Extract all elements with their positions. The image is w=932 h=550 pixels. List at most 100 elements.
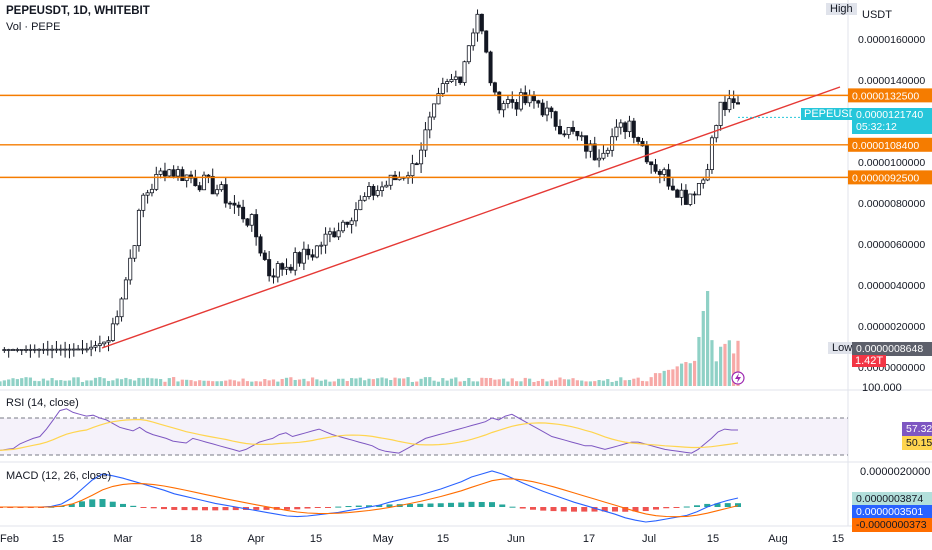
volume-bar [701, 311, 705, 386]
candle-body [171, 169, 176, 177]
price-tick-label: 0.0000040000 [858, 280, 925, 292]
volume-bar [428, 377, 432, 386]
volume-label[interactable]: Vol · PEPE [6, 21, 61, 33]
volume-bar [245, 381, 250, 386]
volume-bar [432, 380, 436, 386]
candle-body [544, 107, 549, 116]
volume-bar [541, 378, 545, 386]
volume-bar [384, 378, 388, 386]
volume-bar [415, 381, 419, 386]
candle-body [6, 349, 11, 351]
volume-bar [323, 379, 328, 386]
macd-hist-bar [191, 507, 198, 511]
candle-body [366, 186, 371, 197]
candle-body [558, 125, 563, 135]
volume-bar [623, 380, 627, 386]
symbol-title[interactable]: PEPEUSDT, 1D, WHITEBIT [6, 5, 150, 17]
macd-hist-bar [642, 507, 649, 512]
macd-hist-bar [325, 507, 331, 508]
volume-bar [211, 381, 215, 386]
volume-bar [580, 380, 584, 386]
volume-bar [488, 377, 493, 386]
volume-bar [697, 336, 701, 386]
candle-body [692, 193, 697, 196]
volume-bar [332, 381, 336, 386]
macd-title[interactable]: MACD (12, 26, close) [6, 470, 112, 482]
volume-bar [228, 379, 232, 386]
candle-body [167, 169, 172, 177]
macd-hist-bar [253, 507, 260, 510]
volume-bar [172, 377, 176, 386]
volume-bar [93, 377, 98, 386]
candle-body [136, 209, 141, 247]
volume-bar [402, 378, 406, 386]
candle-body [58, 348, 63, 351]
volume-bar [0, 381, 2, 386]
volume-bar [67, 380, 72, 386]
volume-bar [501, 378, 506, 386]
candle-body [510, 99, 515, 103]
candle-body [275, 263, 280, 278]
volume-bar [367, 378, 371, 386]
volume-bar [593, 381, 597, 386]
volume-bar [180, 379, 184, 386]
candle-body [63, 348, 68, 351]
volume-bar [276, 381, 280, 386]
macd-hist-bar [591, 507, 598, 512]
candle-body [89, 346, 94, 350]
candle-body [323, 233, 328, 246]
macd-hist-bar [140, 507, 147, 508]
volume-bar [154, 378, 158, 386]
macd-hist-bar [673, 507, 680, 508]
candle-body [653, 164, 658, 172]
volume-bar [484, 377, 488, 386]
volume-bar [24, 377, 28, 386]
volume-bar [441, 378, 445, 386]
macd-hist-bar [407, 503, 413, 507]
candle-body [601, 152, 606, 159]
volume-badge: 1.42T [852, 355, 887, 367]
volume-bar [232, 380, 237, 386]
volume-bar [419, 378, 423, 386]
macd-hist-bar [478, 502, 485, 507]
candle-body [531, 94, 536, 102]
candle-body [84, 348, 89, 351]
volume-bar [72, 377, 76, 386]
candle-body [206, 174, 211, 177]
volume-bar [519, 381, 523, 386]
candle-body [327, 231, 332, 235]
volume-bar [423, 377, 428, 386]
candle-body [623, 122, 628, 133]
volume-bar [649, 377, 653, 386]
volume-bar [258, 381, 263, 386]
macd-hist-bar [120, 503, 126, 507]
volume-bar [354, 378, 358, 386]
candle-body [97, 343, 102, 346]
volume-bar [167, 378, 171, 386]
candle-body [705, 169, 710, 181]
macd-signal-line [0, 478, 739, 518]
volume-bar [115, 378, 119, 386]
candle-body [154, 174, 159, 190]
candles [2, 9, 741, 359]
volume-bar [302, 378, 306, 386]
time-axis-label: 15 [437, 533, 449, 545]
candle-body [549, 107, 554, 113]
macd-hist-bar [530, 507, 536, 510]
last-price-value: 0.0000121740 [852, 108, 932, 122]
volume-bar [150, 378, 154, 386]
macd-hist-bar [202, 507, 208, 511]
macd-hist-bar [171, 507, 178, 510]
volume-bar [640, 380, 645, 386]
candle-body [562, 133, 567, 136]
time-axis-label: Mar [114, 533, 133, 545]
candle-body [158, 170, 163, 175]
rsi-title[interactable]: RSI (14, close) [6, 397, 79, 409]
macd-hist-bar [601, 507, 608, 512]
candle-body [193, 177, 198, 187]
time-axis-label: Aug [768, 533, 788, 545]
macd-hist-bar [468, 501, 475, 507]
candle-body [314, 245, 319, 258]
volume-bar [532, 381, 536, 386]
